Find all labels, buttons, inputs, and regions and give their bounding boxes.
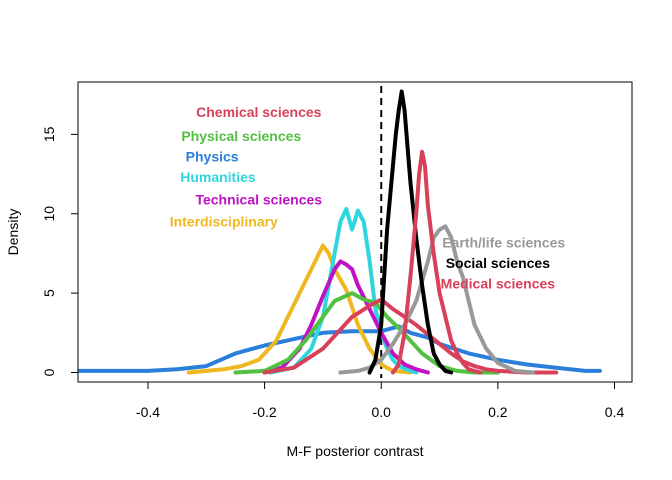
series-line-humanities (268, 207, 419, 375)
x-tick-label: -0.4 (136, 404, 160, 420)
series-line-chemical-sciences (262, 297, 559, 375)
x-tick-label: 0.0 (372, 404, 392, 420)
series-label-social-sciences: Social sciences (446, 255, 551, 271)
series-label-medical-sciences: Medical sciences (441, 276, 556, 292)
plot-frame (77, 81, 633, 383)
series-label-earth-life-sciences: Earth/life sciences (442, 234, 565, 250)
series-label-humanities: Humanities (180, 169, 256, 185)
y-tick-label: 0 (41, 368, 57, 376)
series-line-earth-life-sciences (338, 224, 535, 375)
series-label-interdisciplinary: Interdisciplinary (170, 214, 278, 230)
x-tick-label: -0.2 (253, 404, 277, 420)
series-line-social-sciences (367, 89, 454, 375)
series-line-medical-sciences (390, 149, 483, 375)
x-tick-label: 0.2 (488, 404, 508, 420)
series-label-physics: Physics (186, 149, 239, 165)
plot-area (78, 86, 602, 378)
series-labels: Chemical sciences Physical sciences Physic… (170, 104, 566, 291)
series-line-interdisciplinary (186, 243, 413, 375)
y-tick-label: 10 (41, 206, 57, 222)
x-axis: -0.4 -0.2 0.0 0.2 0.4 (136, 381, 625, 420)
x-tick-label: 0.4 (605, 404, 625, 420)
y-tick-label: 5 (41, 289, 57, 297)
series-label-technical-sciences: Technical sciences (195, 191, 322, 207)
series-label-physical-sciences: Physical sciences (181, 128, 301, 144)
y-axis-title: Density (5, 209, 21, 256)
series-label-chemical-sciences: Chemical sciences (196, 104, 322, 120)
y-tick-label: 15 (41, 126, 57, 142)
y-axis: 0 5 10 15 (41, 126, 79, 376)
x-axis-title: M-F posterior contrast (287, 443, 424, 459)
